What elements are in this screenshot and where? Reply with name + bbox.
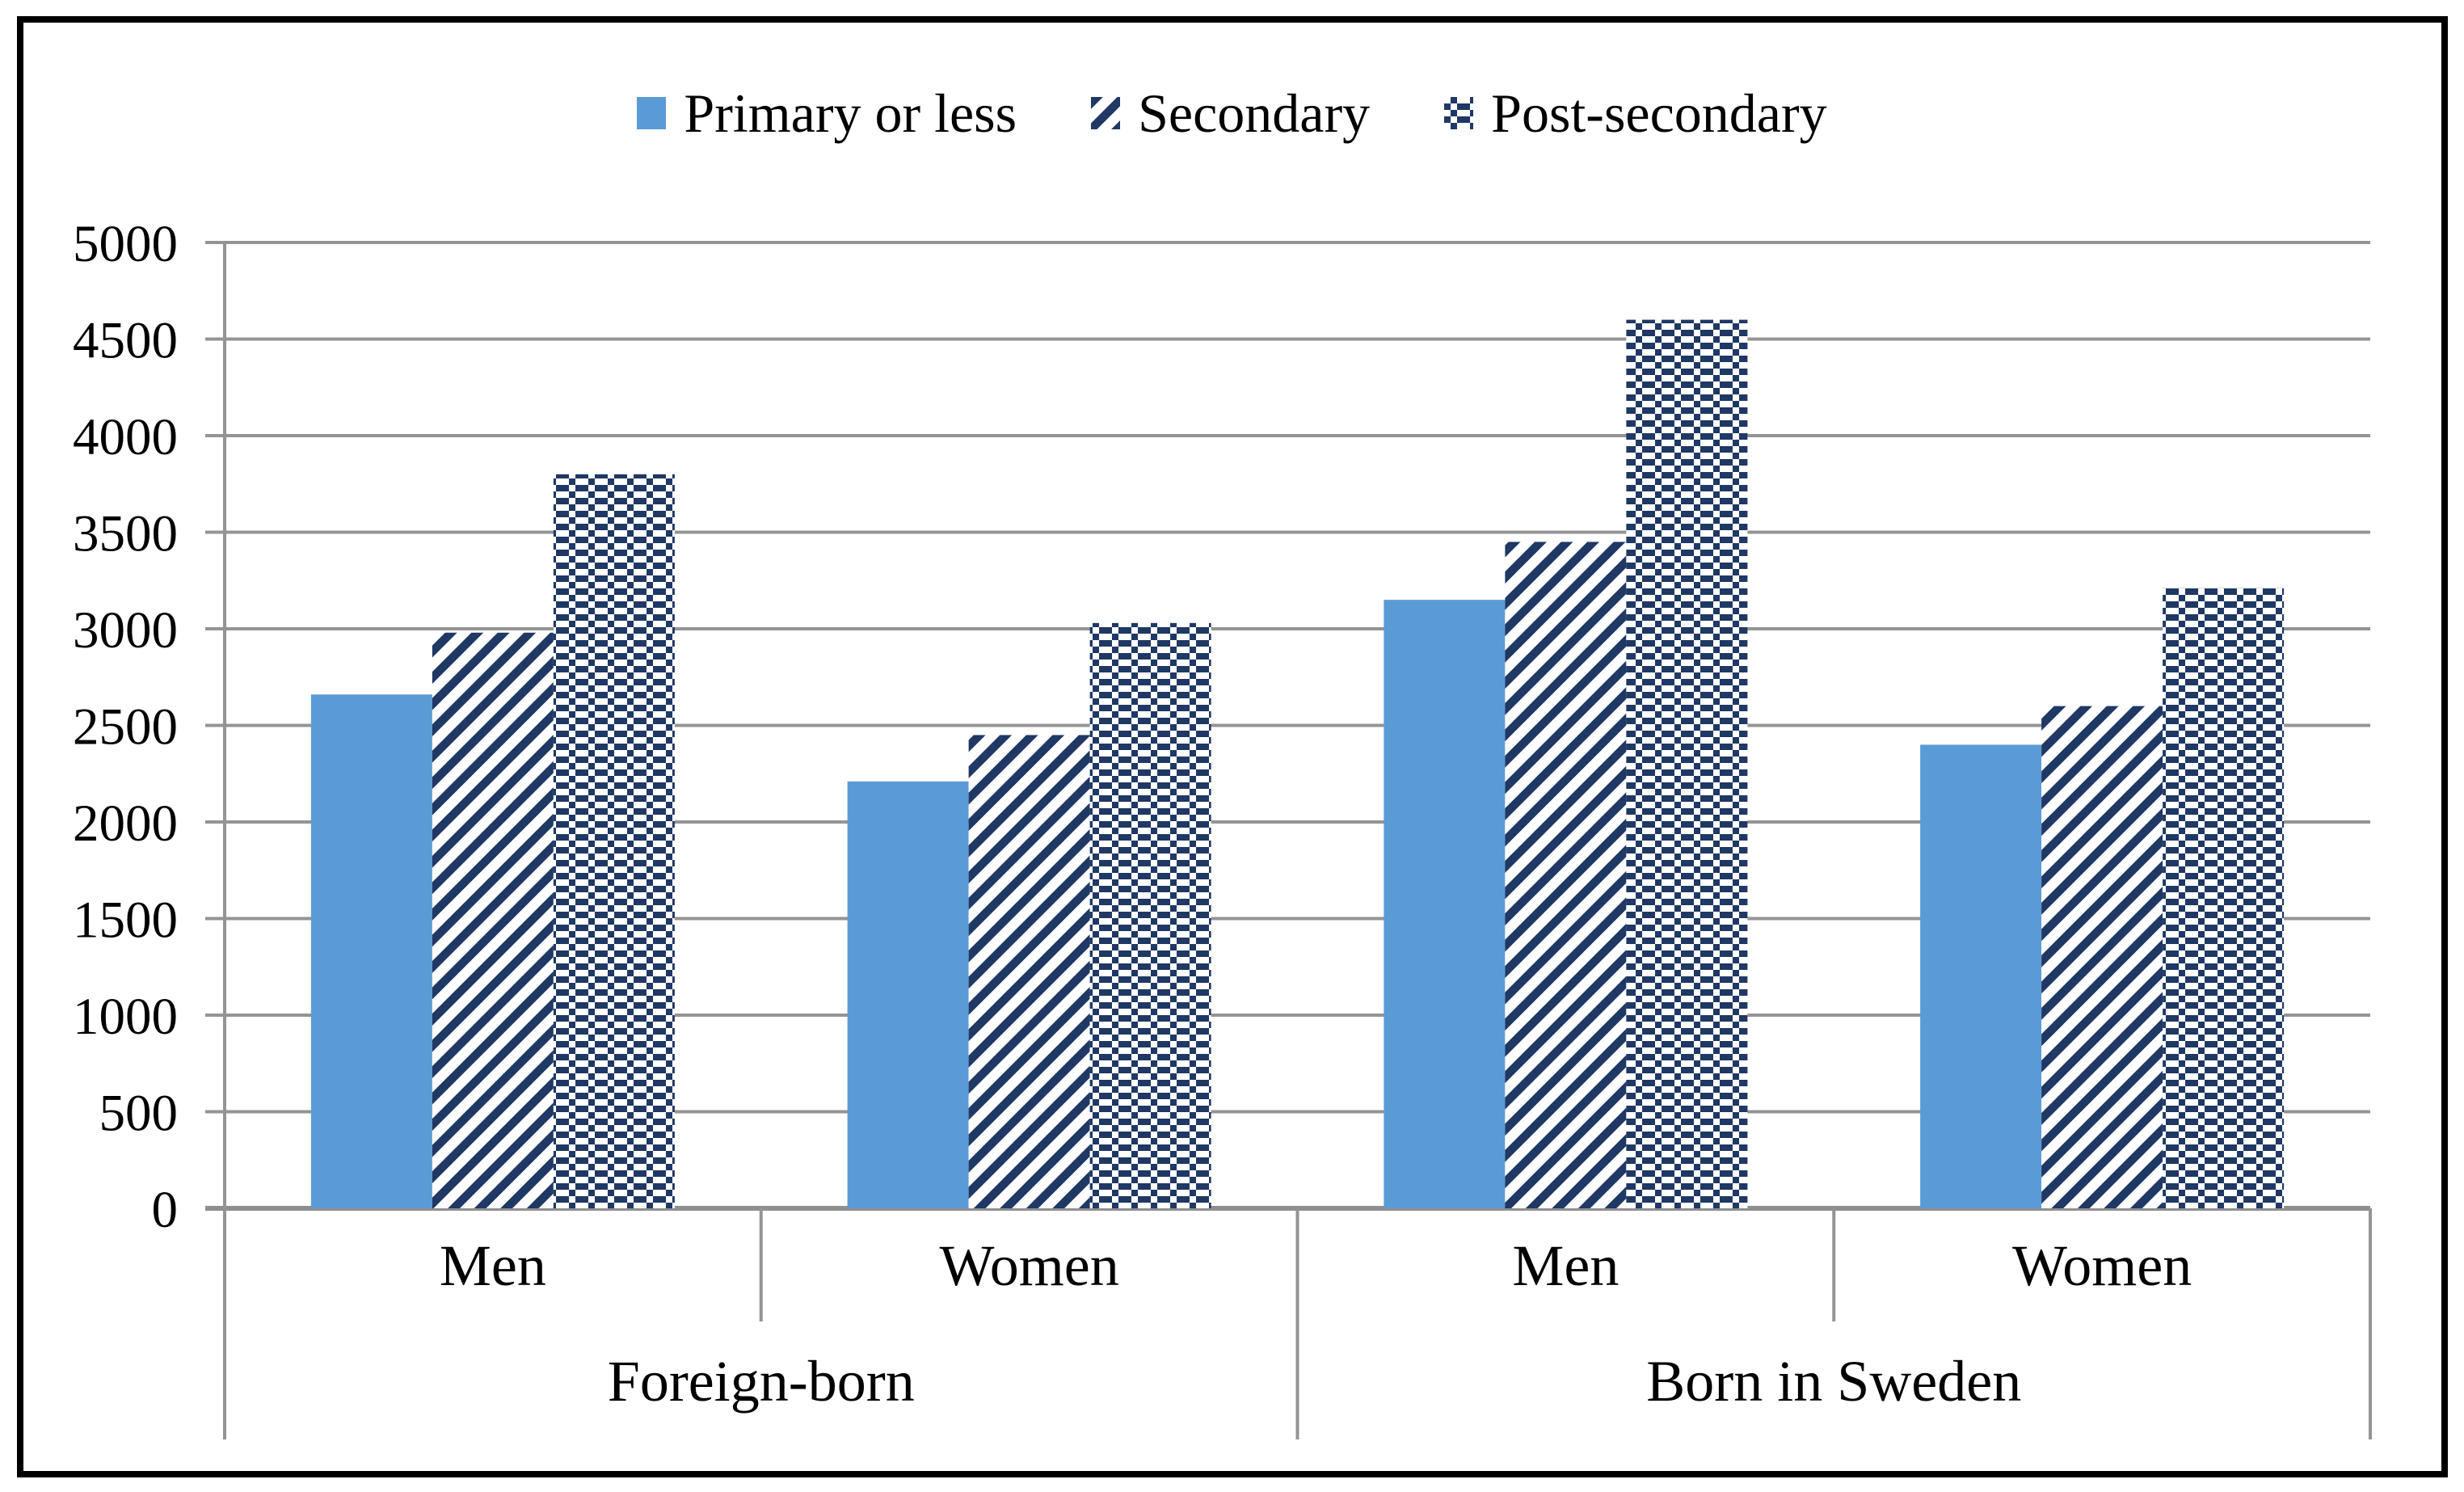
- figure-border: [17, 16, 2448, 1477]
- y-tick-label-1500: 1500: [73, 891, 178, 950]
- bar-born-in-sweden-men-primary-or-less: [1384, 600, 1506, 1208]
- bar-born-in-sweden-men-post-secondary: [1626, 319, 1748, 1209]
- y-tick-label-2500: 2500: [73, 698, 178, 757]
- category-label-foreign-born-men: Men: [440, 1233, 546, 1298]
- legend-swatch-diagonal-stripes: [1091, 97, 1121, 129]
- bar-foreign-born-men-secondary: [432, 632, 554, 1208]
- y-tick-label-3000: 3000: [73, 601, 178, 660]
- bar-born-in-sweden-men-secondary: [1505, 542, 1627, 1208]
- y-tick-label-1000: 1000: [73, 988, 178, 1046]
- legend-label-primary-or-less: Primary or less: [684, 82, 1017, 144]
- chart-legend: Primary or less Secondary Post-secondary: [0, 79, 2464, 147]
- group-label-foreign-born: Foreign-born: [608, 1349, 915, 1414]
- y-tick-label-0: 0: [152, 1181, 179, 1239]
- bar-born-in-sweden-women-secondary: [2041, 706, 2163, 1208]
- legend-item-secondary: Secondary: [1091, 82, 1370, 145]
- y-tick-label-2000: 2000: [73, 794, 178, 853]
- legend-item-primary-or-less: Primary or less: [637, 82, 1017, 145]
- legend-item-post-secondary: Post-secondary: [1444, 82, 1827, 145]
- category-label-foreign-born-women: Women: [940, 1233, 1119, 1298]
- legend-label-secondary: Secondary: [1138, 82, 1371, 144]
- legend-label-post-secondary: Post-secondary: [1491, 82, 1827, 144]
- legend-swatch-solid-rect: [637, 97, 667, 129]
- category-label-born-in-sweden-women: Women: [2012, 1233, 2192, 1298]
- legend-swatch-stripe-rect: [1091, 97, 1121, 129]
- bar-foreign-born-women-post-secondary: [1089, 622, 1211, 1208]
- bar-foreign-born-women-primary-or-less: [847, 781, 969, 1208]
- y-tick-label-5000: 5000: [73, 215, 178, 273]
- y-tick-label-3500: 3500: [73, 505, 178, 563]
- legend-swatch-dotted-lattice: [1444, 97, 1474, 129]
- y-tick-label-4500: 4500: [73, 312, 178, 370]
- bar-born-in-sweden-women-post-secondary: [2163, 588, 2285, 1208]
- legend-swatch-solid: [637, 97, 667, 129]
- group-label-born-in-sweden: Born in Sweden: [1646, 1349, 2021, 1414]
- bar-foreign-born-women-secondary: [968, 735, 1090, 1208]
- bar-born-in-sweden-women-primary-or-less: [1920, 744, 2042, 1208]
- y-tick-label-500: 500: [99, 1085, 179, 1143]
- y-tick-label-4000: 4000: [73, 408, 178, 466]
- bar-foreign-born-men-post-secondary: [553, 474, 675, 1208]
- category-label-born-in-sweden-men: Men: [1512, 1233, 1619, 1298]
- bar-foreign-born-men-primary-or-less: [310, 694, 432, 1208]
- legend-swatch-dots-rect: [1444, 97, 1474, 129]
